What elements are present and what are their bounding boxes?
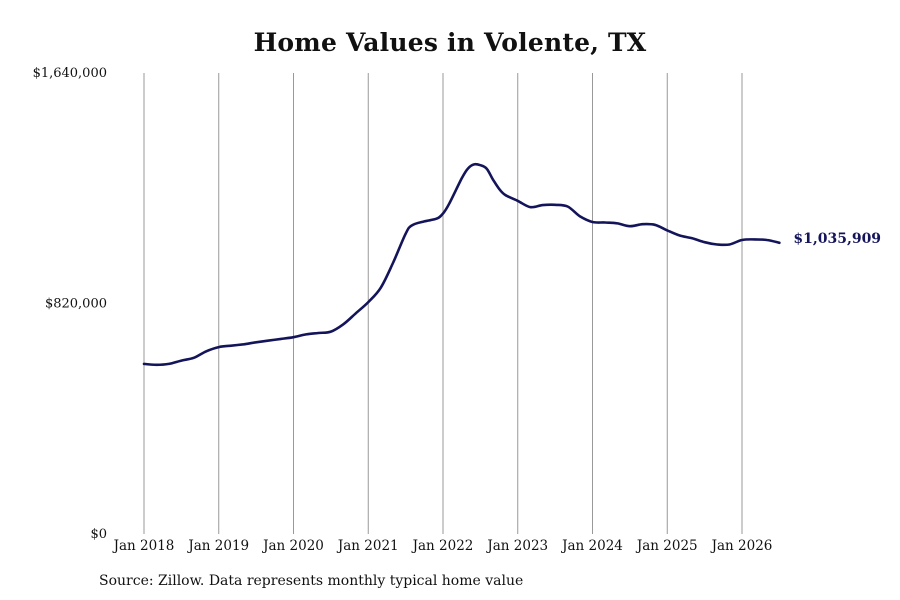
y-axis-ticks: $0 $820,000 $1,640,000 bbox=[33, 66, 107, 542]
x-tick-label: Jan 2018 bbox=[112, 538, 175, 554]
gridlines bbox=[143, 73, 743, 534]
x-tick-label: Jan 2019 bbox=[186, 538, 249, 554]
y-tick-label: $820,000 bbox=[45, 297, 107, 312]
x-tick-label: Jan 2026 bbox=[710, 538, 773, 554]
series-line-0 bbox=[142, 162, 781, 367]
x-tick-label: Jan 2024 bbox=[560, 538, 623, 554]
chart-title: Home Values in Volente, TX bbox=[253, 28, 647, 57]
y-tick-label: $1,640,000 bbox=[33, 66, 107, 81]
series-group bbox=[142, 162, 781, 367]
x-tick-label: Jan 2021 bbox=[336, 538, 399, 554]
y-tick-label: $0 bbox=[90, 527, 107, 542]
source-note: Source: Zillow. Data represents monthly … bbox=[99, 573, 524, 589]
x-tick-label: Jan 2020 bbox=[261, 538, 324, 554]
x-axis-ticks: Jan 2018 Jan 2019 Jan 2020 Jan 2021 Jan 2022… bbox=[112, 538, 773, 554]
x-tick-label: Jan 2022 bbox=[411, 538, 474, 554]
end-value-label: $1,035,909 bbox=[793, 231, 881, 247]
x-tick-label: Jan 2025 bbox=[635, 538, 698, 554]
x-tick-label: Jan 2023 bbox=[485, 538, 548, 554]
